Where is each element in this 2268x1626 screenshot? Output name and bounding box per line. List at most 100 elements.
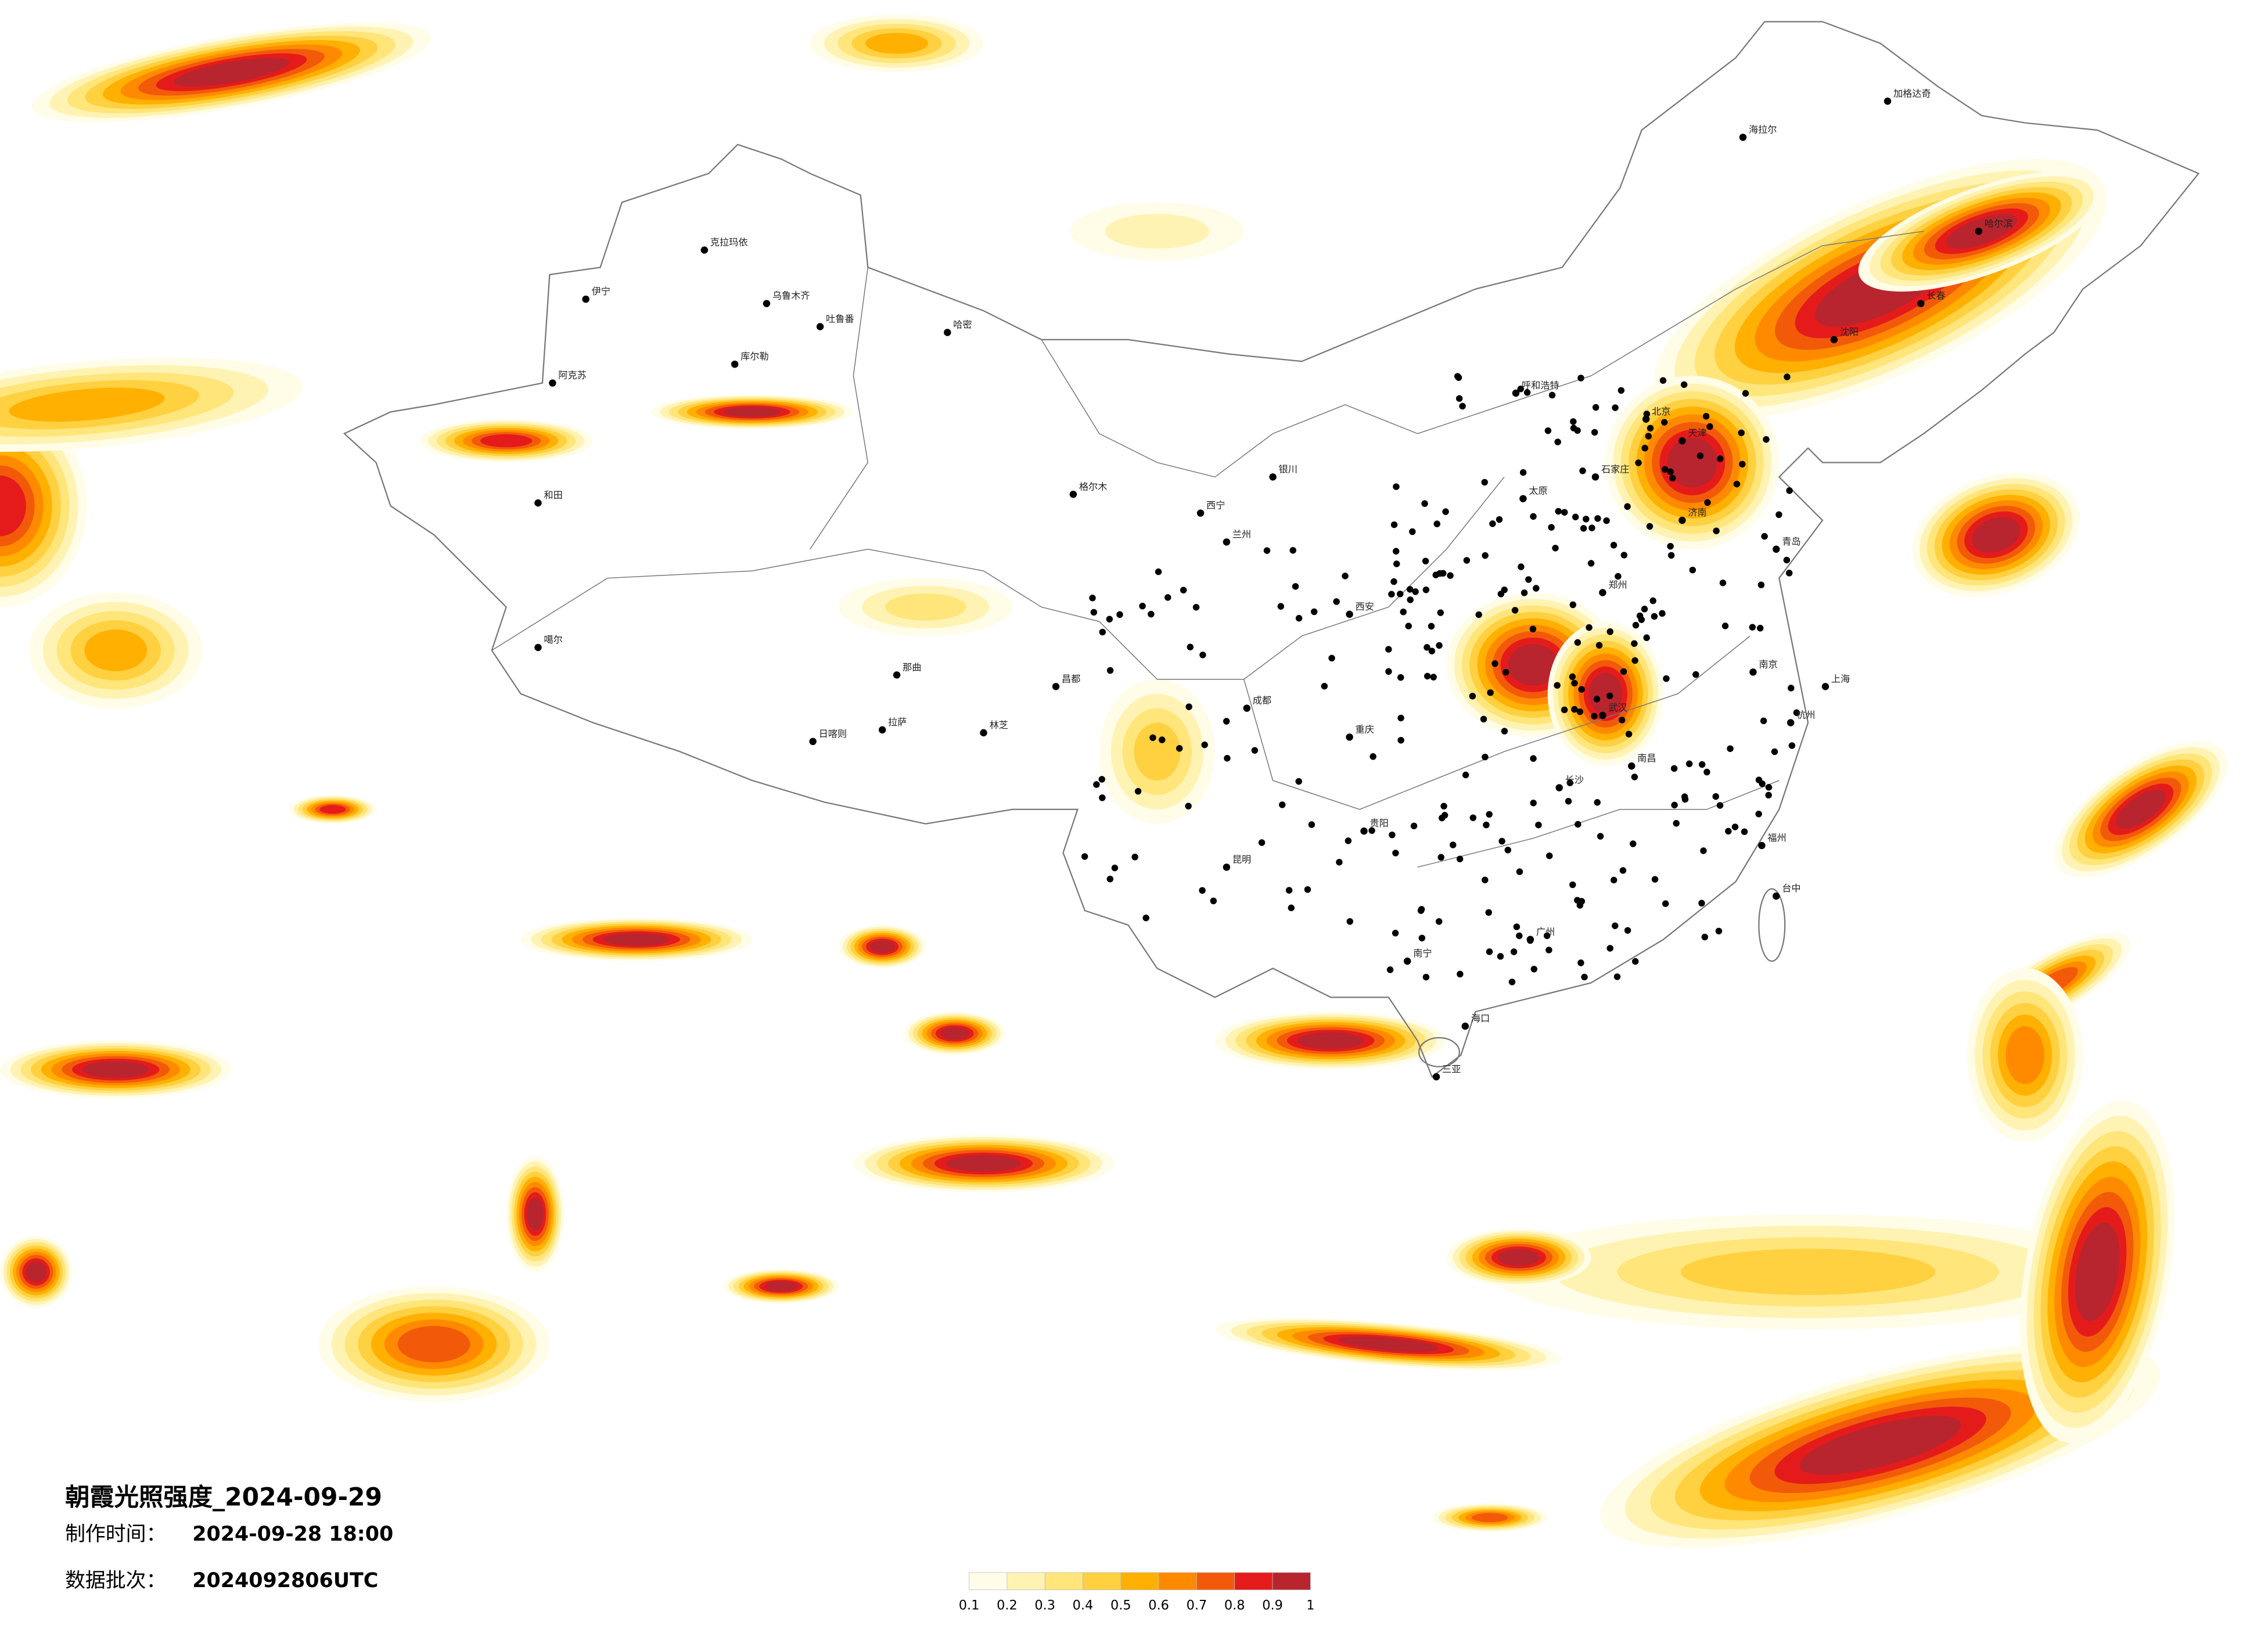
station-dot	[1486, 811, 1493, 818]
city-label: 三亚	[1442, 1063, 1461, 1074]
station-dot	[1765, 784, 1773, 791]
station-dot	[1756, 624, 1764, 632]
colorbar-cell	[1044, 1572, 1083, 1591]
station-dot	[1580, 525, 1587, 532]
station-dot	[1629, 840, 1637, 847]
city-label: 库尔勒	[741, 351, 769, 362]
heat-patch	[82, 1061, 149, 1078]
station-dot	[1424, 644, 1430, 651]
station-dot	[1155, 568, 1162, 575]
colorbar-tick-label: 0.9	[1262, 1598, 1283, 1613]
station-dot	[1741, 828, 1748, 835]
station-dot	[1586, 624, 1593, 631]
station-dot	[1570, 425, 1577, 431]
city-dot	[1269, 473, 1277, 481]
station-dot	[1525, 576, 1532, 583]
station-dot	[1263, 547, 1271, 554]
city-dot	[1526, 936, 1534, 943]
station-dot	[1491, 660, 1498, 667]
station-dot	[1432, 571, 1439, 578]
station-dot	[1581, 973, 1588, 981]
station-dot	[1583, 516, 1590, 523]
station-dot	[1760, 717, 1767, 725]
title: 朝霞光照强度_2024-09-29	[65, 1483, 382, 1511]
colorbar-cell	[1196, 1572, 1235, 1591]
station-dot	[1459, 402, 1466, 410]
station-dot	[1530, 513, 1537, 520]
station-dot	[1440, 803, 1447, 810]
station-dot	[1456, 855, 1464, 862]
station-dot	[1422, 973, 1430, 981]
city-label: 哈密	[953, 319, 972, 330]
heat-patch	[0, 475, 26, 537]
station-dot	[1578, 898, 1586, 905]
station-dot	[1321, 682, 1328, 690]
station-dot	[1480, 715, 1487, 723]
colorbar-tick-label: 0.5	[1110, 1598, 1131, 1613]
station-dot	[1739, 461, 1746, 468]
heat-patch	[940, 1027, 969, 1040]
station-dot	[1134, 787, 1142, 795]
city-dot	[1346, 610, 1353, 618]
colorbar-cell	[1234, 1572, 1273, 1591]
city-dot	[1749, 668, 1757, 676]
city-label: 南宁	[1413, 948, 1432, 959]
station-dot	[1482, 552, 1489, 559]
station-dot	[1783, 556, 1791, 564]
station-dot	[1483, 821, 1490, 829]
station-dot	[1713, 527, 1720, 534]
station-dot	[1647, 425, 1654, 432]
station-dot	[1469, 693, 1476, 700]
station-dot	[1333, 598, 1340, 605]
station-dot	[1148, 610, 1155, 618]
station-dot	[1099, 628, 1106, 636]
heat-patch	[1508, 643, 1559, 686]
station-dot	[1561, 509, 1568, 516]
station-dot	[1410, 822, 1418, 830]
city-label: 南昌	[1637, 753, 1656, 764]
station-dot	[1651, 613, 1658, 620]
station-dot	[1569, 601, 1576, 609]
station-dot	[1516, 932, 1523, 940]
colorbar-tick-label: 1	[1306, 1598, 1314, 1613]
station-dot	[1081, 853, 1088, 860]
production-time-label: 制作时间：	[65, 1523, 166, 1546]
station-dot	[1277, 603, 1285, 610]
station-dot	[1497, 953, 1504, 960]
station-dot	[1643, 411, 1651, 418]
station-dot	[1606, 945, 1613, 952]
station-dot	[1755, 810, 1762, 818]
heat-patch	[319, 805, 346, 814]
station-dot	[1392, 548, 1400, 555]
heat-patch	[9, 387, 165, 422]
city-dot	[1346, 733, 1353, 741]
city-label: 呼和浩特	[1522, 380, 1559, 391]
station-dot	[1775, 511, 1782, 519]
station-dot	[1430, 674, 1437, 681]
station-dot	[1554, 438, 1561, 445]
station-dot	[1579, 467, 1586, 474]
colorbar-tick-label: 0.4	[1073, 1598, 1094, 1613]
station-dot	[1406, 586, 1414, 593]
city-label: 兰州	[1232, 528, 1251, 539]
city-dot	[1678, 437, 1686, 445]
station-dot	[1199, 652, 1206, 659]
station-dot	[1689, 566, 1696, 574]
station-dot	[1513, 923, 1521, 930]
station-dot	[1482, 753, 1489, 761]
station-dot	[1346, 918, 1353, 925]
station-dot	[1433, 520, 1440, 527]
station-dot	[1669, 474, 1676, 482]
station-dot	[1417, 907, 1425, 914]
taiwan	[1758, 888, 1786, 962]
city-label: 海拉尔	[1749, 124, 1777, 135]
city-label: 福州	[1767, 832, 1786, 843]
station-dot	[1554, 682, 1561, 689]
station-dot	[1093, 781, 1100, 788]
station-dot	[1304, 886, 1311, 893]
heat-patch	[2115, 789, 2166, 829]
city-label: 银川	[1279, 463, 1297, 474]
station-dot	[1577, 959, 1584, 966]
city-label: 那曲	[903, 661, 921, 672]
